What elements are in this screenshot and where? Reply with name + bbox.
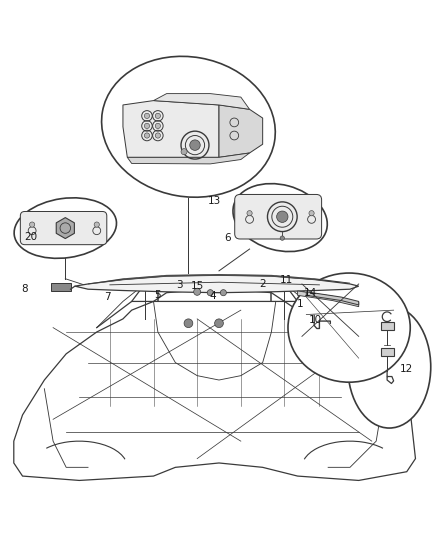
Circle shape (155, 123, 160, 128)
Circle shape (145, 123, 150, 128)
Circle shape (280, 236, 285, 240)
Text: 5: 5 (155, 290, 161, 300)
Circle shape (155, 113, 160, 118)
Circle shape (190, 140, 200, 150)
FancyBboxPatch shape (235, 195, 321, 239)
Polygon shape (297, 291, 359, 306)
Circle shape (194, 288, 201, 295)
Circle shape (184, 319, 193, 328)
Circle shape (220, 289, 226, 296)
Text: 13: 13 (208, 196, 221, 206)
Polygon shape (75, 275, 359, 293)
Ellipse shape (288, 273, 410, 382)
FancyBboxPatch shape (20, 212, 107, 245)
Polygon shape (219, 105, 263, 157)
Circle shape (309, 211, 314, 216)
FancyBboxPatch shape (51, 282, 71, 290)
Ellipse shape (14, 198, 117, 259)
Circle shape (29, 222, 35, 227)
Circle shape (145, 133, 150, 138)
Text: 2: 2 (259, 279, 266, 289)
Circle shape (277, 211, 288, 222)
Text: 20: 20 (25, 232, 38, 242)
FancyBboxPatch shape (381, 348, 394, 356)
Circle shape (145, 113, 150, 118)
Polygon shape (88, 274, 350, 284)
Polygon shape (306, 292, 359, 305)
Circle shape (215, 319, 223, 328)
Text: 10: 10 (308, 315, 321, 325)
Ellipse shape (102, 56, 276, 197)
Text: 4: 4 (209, 291, 216, 301)
Ellipse shape (233, 183, 327, 252)
Polygon shape (127, 153, 250, 164)
Polygon shape (153, 94, 250, 109)
Text: 15: 15 (191, 281, 204, 291)
Circle shape (247, 211, 252, 216)
Circle shape (155, 133, 160, 138)
Text: 1: 1 (297, 298, 303, 309)
Circle shape (207, 289, 213, 296)
Circle shape (94, 222, 99, 227)
Text: 7: 7 (104, 292, 111, 302)
Circle shape (181, 149, 187, 155)
Text: 12: 12 (400, 364, 413, 374)
Text: 14: 14 (304, 288, 317, 298)
Polygon shape (123, 101, 219, 157)
Text: 3: 3 (177, 280, 183, 290)
FancyBboxPatch shape (381, 322, 394, 330)
Text: 8: 8 (21, 284, 28, 294)
Text: 6: 6 (224, 233, 231, 243)
Ellipse shape (348, 306, 431, 428)
Text: 11: 11 (280, 276, 293, 286)
